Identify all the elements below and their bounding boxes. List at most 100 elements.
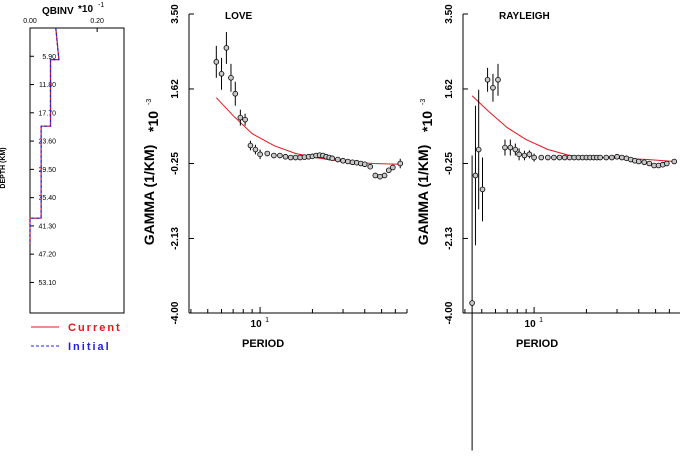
rayleigh-data-point — [635, 158, 642, 165]
q-y-tick-label: 53.10 — [38, 280, 56, 287]
rayleigh-data-point — [495, 76, 501, 83]
rayleigh-data-point — [609, 154, 615, 161]
rayleigh-title: RAYLEIGH — [499, 11, 550, 22]
q-inverse-depth-panel: QBINV *10 -1 0.00 0.20 5.90 11.80 17.70 23.60 29.… — [0, 2, 125, 353]
love-data-point — [385, 167, 392, 174]
q-axes-frame — [29, 27, 125, 314]
q-title: QBINV — [42, 6, 74, 17]
q-series-initial-line — [29, 27, 60, 244]
love-data-point — [340, 157, 346, 164]
rayleigh-data-point — [516, 151, 522, 158]
rayleigh-data-point — [469, 300, 475, 306]
love-data-point — [257, 151, 263, 158]
love-x-axis-label: PERIOD — [242, 338, 284, 350]
rayleigh-exponent-base: *10 — [419, 111, 435, 132]
rayleigh-y-axis-label: GAMMA (1/KM) — [415, 145, 431, 246]
love-data-point — [264, 150, 271, 157]
q-exponent: *10 -1 — [78, 2, 104, 15]
love-data-point — [287, 154, 294, 161]
love-data-point — [367, 163, 374, 170]
love-exponent: *10 -3 — [145, 99, 161, 132]
love-data-point — [252, 146, 259, 153]
q-x-tick-label: 0.00 — [23, 18, 37, 25]
rayleigh-data-point — [597, 154, 603, 161]
rayleigh-data-point — [646, 160, 653, 167]
rayleigh-data-point — [664, 160, 670, 167]
love-exponent-base: *10 — [145, 111, 161, 132]
love-y-tick-label: 1.62 — [170, 79, 181, 99]
rayleigh-data-point — [490, 84, 496, 91]
rayleigh-predicted-curve — [471, 95, 675, 162]
love-data-point — [282, 153, 289, 160]
rayleigh-data-point — [502, 144, 508, 151]
love-data-point — [237, 114, 244, 121]
rayleigh-data-point — [561, 154, 568, 161]
rayleigh-data-point — [531, 154, 537, 161]
rayleigh-data-point — [545, 154, 551, 161]
love-y-tick-label: -4.00 — [170, 301, 181, 324]
q-y-tick-label: 35.40 — [38, 195, 56, 202]
rayleigh-data-point — [556, 154, 563, 161]
love-data-point — [329, 155, 336, 162]
q-x-tick-label: 0.20 — [90, 18, 104, 25]
rayleigh-x-tick-power: 1 — [539, 317, 543, 324]
rayleigh-x-tick-label: 10 — [525, 319, 537, 330]
q-y-tick-label: 11.80 — [39, 82, 56, 89]
rayleigh-data-point — [551, 154, 557, 161]
love-data-point — [335, 156, 341, 163]
rayleigh-data-point — [566, 154, 573, 161]
love-data-point — [247, 142, 254, 149]
love-data-point — [232, 90, 239, 97]
rayleigh-data-point — [671, 158, 678, 165]
love-data-point — [372, 172, 379, 179]
rayleigh-data-point — [521, 152, 528, 159]
love-data-point — [390, 164, 396, 171]
love-data-point — [381, 172, 388, 179]
love-y-tick-label: -0.25 — [170, 152, 181, 175]
rayleigh-data-point — [538, 154, 545, 161]
love-data-point — [377, 173, 383, 180]
love-y-tick-label: 3.50 — [170, 4, 181, 24]
rayleigh-x-axis-label: PERIOD — [516, 338, 558, 350]
q-y-axis-label: DEPTH (KM) — [0, 147, 7, 188]
rayleigh-data-point — [484, 76, 491, 83]
love-data-point — [397, 160, 404, 167]
love-x-tick-power: 1 — [265, 317, 269, 324]
q-y-tick-label: 5.90 — [42, 54, 56, 61]
q-y-tick-label: 47.20 — [38, 252, 56, 259]
rayleigh-y-tick-label: -2.13 — [444, 227, 455, 250]
q-y-tick-label: 23.60 — [38, 139, 56, 146]
love-data-point — [361, 161, 368, 168]
q-legend-label-current: Current — [68, 322, 122, 334]
love-exponent-power: -3 — [146, 99, 153, 105]
love-data-point — [292, 154, 299, 161]
rayleigh-data-point — [619, 154, 625, 161]
rayleigh-y-tick-label: 3.50 — [444, 4, 455, 24]
rayleigh-data-point — [472, 172, 479, 179]
love-data-point — [345, 158, 351, 165]
q-y-tick-label: 17.70 — [38, 110, 56, 117]
rayleigh-data-point — [641, 159, 648, 166]
q-y-tick-label: 41.30 — [38, 223, 56, 230]
love-y-tick-label: -2.13 — [170, 227, 181, 250]
love-data-point — [218, 71, 225, 77]
rayleigh-exponent-power: -3 — [420, 99, 427, 105]
rayleigh-data-point — [614, 153, 620, 160]
q-y-tick-label: 29.50 — [38, 167, 56, 174]
love-data-point — [277, 152, 283, 159]
q-legend-label-initial: Initial — [68, 341, 111, 353]
love-data-point — [223, 45, 230, 51]
love-data-point — [228, 74, 234, 81]
rayleigh-data-point — [512, 146, 519, 153]
rayleigh-data-point — [475, 146, 482, 153]
rayleigh-y-tick-label: 1.62 — [444, 79, 455, 99]
love-data-point — [271, 152, 277, 159]
rayleigh-data-point — [651, 162, 657, 169]
love-data-point — [213, 59, 220, 65]
rayleigh-y-tick-label: -4.00 — [444, 301, 455, 324]
rayleigh-data-point — [603, 154, 610, 161]
rayleigh-data-point — [479, 186, 486, 193]
rayleigh-data-point — [526, 151, 533, 158]
q-exponent-power: -1 — [98, 2, 104, 9]
